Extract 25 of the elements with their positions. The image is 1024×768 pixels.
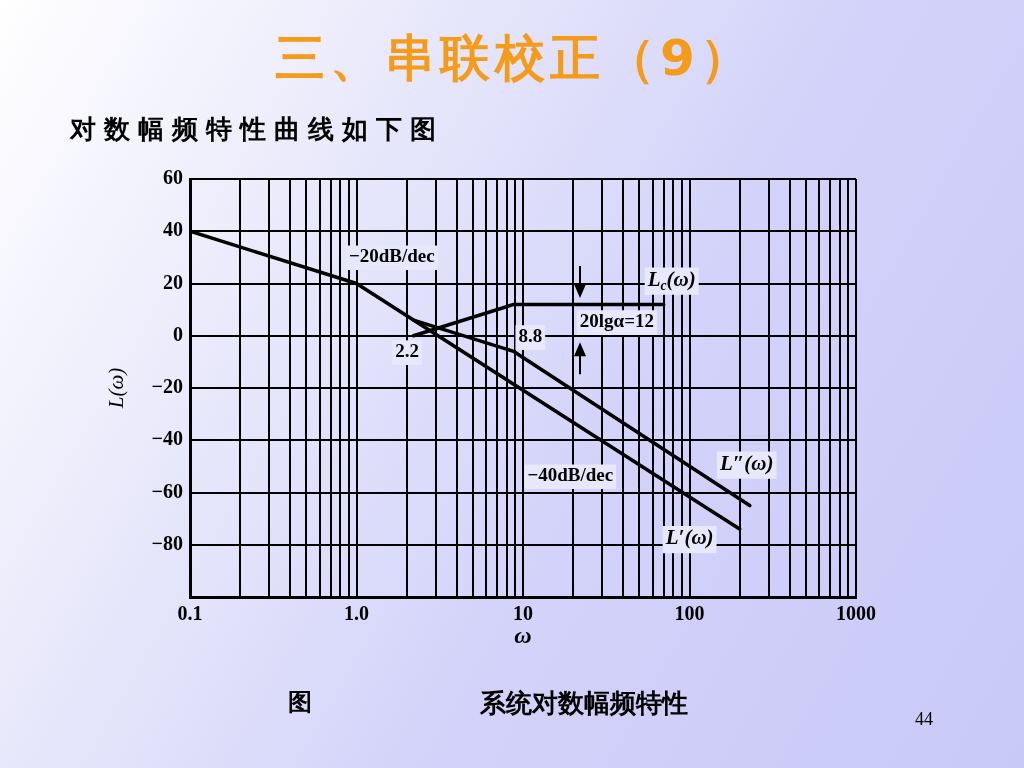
y-tick-label: −20: [151, 375, 183, 398]
annotation: −20dB/dec: [348, 245, 435, 267]
chart-subtitle: 对数幅频特性曲线如下图: [70, 113, 444, 146]
annotation: −40dB/dec: [527, 464, 614, 486]
series-label: L″(ω): [718, 450, 774, 475]
y-axis-title: L(ω): [104, 367, 129, 410]
y-tick-label: −60: [151, 479, 183, 502]
text: 44: [915, 709, 933, 730]
annotation: 2.2: [395, 339, 419, 361]
y-tick-label: 20: [163, 270, 183, 293]
x-tick-label: 1.0: [344, 602, 369, 625]
y-tick-label: 60: [163, 166, 183, 189]
annotation: 20lgα=12: [579, 309, 655, 331]
text: 图: [288, 687, 312, 718]
annotation: 8.8: [518, 324, 543, 346]
y-tick-label: −40: [151, 427, 183, 450]
x-tick-label: 100: [674, 602, 705, 625]
y-tick-label: 0: [173, 322, 183, 345]
chart-title: 三、串联校正（9）: [274, 28, 756, 89]
x-tick-label: 1000: [836, 602, 876, 625]
y-tick-label: −80: [151, 531, 183, 554]
y-tick-label: 40: [163, 218, 183, 241]
x-tick-label: 0.1: [177, 602, 203, 625]
text: 系统对数幅频特性: [480, 687, 688, 720]
series-label: L′(ω): [664, 525, 714, 550]
